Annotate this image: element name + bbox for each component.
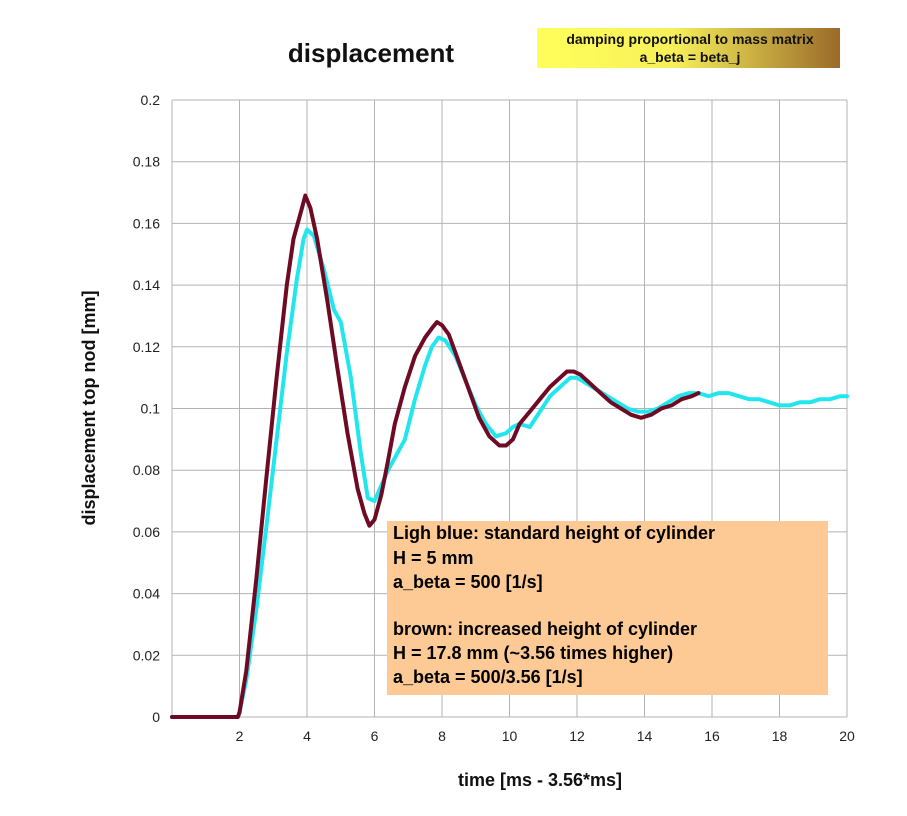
legend-note-line-7: a_beta = 500/3.56 [1/s] — [393, 667, 583, 687]
brown-series-line — [170, 193, 701, 719]
x-tick-label: 4 — [303, 728, 311, 744]
top-annotation-background — [537, 28, 840, 68]
legend-note-line-2: H = 5 mm — [393, 548, 474, 568]
top-annotation-line-1: damping proportional to mass matrix — [566, 31, 814, 47]
x-tick-label: 14 — [637, 728, 653, 744]
y-tick-label: 0.06 — [133, 524, 160, 540]
y-axis-tick-labels: 0 0.02 0.04 0.06 0.08 0.1 0.12 0.14 0.16 0.18 0.2 — [133, 92, 160, 725]
grid — [171, 99, 848, 718]
y-tick-label: 0 — [152, 709, 160, 725]
x-tick-label: 20 — [839, 728, 855, 744]
x-tick-label: 6 — [371, 728, 379, 744]
legend-note-line-6: H = 17.8 mm (~3.56 times higher) — [393, 643, 673, 663]
x-axis-title: time [ms - 3.56*ms] — [458, 770, 622, 790]
chart-title: displacement — [288, 38, 455, 68]
y-tick-label: 0.2 — [141, 92, 161, 108]
y-tick-label: 0.18 — [133, 154, 160, 170]
x-tick-label: 2 — [236, 728, 244, 744]
y-tick-label: 0.16 — [133, 215, 160, 231]
y-tick-label: 0.1 — [141, 401, 161, 417]
x-tick-label: 8 — [438, 728, 446, 744]
top-annotation-line-2: a_beta = beta_j — [640, 49, 741, 65]
light-blue-series-line — [170, 227, 849, 719]
x-tick-label: 18 — [772, 728, 788, 744]
y-axis-title: displacement top nod [mm] — [79, 290, 99, 525]
legend-note-box: Ligh blue: standard height of cylinder H… — [387, 521, 828, 695]
y-tick-label: 0.04 — [133, 586, 160, 602]
x-tick-label: 12 — [569, 728, 585, 744]
legend-note-line-1: Ligh blue: standard height of cylinder — [393, 523, 715, 543]
y-tick-label: 0.08 — [133, 462, 160, 478]
x-axis-tick-labels: 2 4 6 8 10 12 14 16 18 20 — [236, 728, 855, 744]
top-annotation: damping proportional to mass matrix a_be… — [537, 28, 840, 68]
x-tick-label: 16 — [704, 728, 720, 744]
legend-note-background — [387, 521, 828, 695]
legend-note-line-5: brown: increased height of cylinder — [393, 619, 697, 639]
y-tick-label: 0.14 — [133, 277, 160, 293]
y-tick-label: 0.02 — [133, 647, 160, 663]
x-tick-label: 10 — [502, 728, 518, 744]
legend-note-line-3: a_beta = 500 [1/s] — [393, 572, 543, 592]
series — [170, 193, 849, 719]
y-tick-label: 0.12 — [133, 339, 160, 355]
